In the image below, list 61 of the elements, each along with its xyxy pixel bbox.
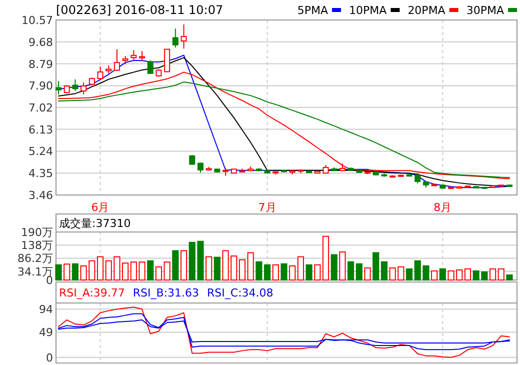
x-tick-label: 7月 [258, 201, 276, 214]
candlestick [56, 80, 62, 95]
y-tick-label: 9.68 [28, 36, 53, 49]
y-tick-label: 3.46 [28, 189, 53, 202]
y-tick-label: 7.02 [28, 101, 53, 114]
bar [172, 250, 179, 280]
bar [214, 256, 220, 280]
y-tick-label: 10.57 [22, 14, 53, 27]
x-tick-label: 6月 [91, 201, 110, 214]
candlestick [180, 24, 187, 50]
y-tick-label: 8.79 [28, 58, 53, 71]
candlestick [172, 28, 178, 48]
y-tick-label: 0 [46, 351, 53, 364]
y-tick-label: 190万 [21, 226, 53, 239]
line-series [58, 319, 510, 344]
y-tick-label: 49 [39, 326, 53, 340]
y-tick-label: 94 [39, 303, 53, 316]
candlestick [72, 78, 78, 92]
line-series [58, 306, 510, 358]
legend-label: 5PMA [297, 4, 328, 17]
legend-label: 20PMA [408, 4, 446, 17]
legend-label: 10PMA [349, 4, 388, 17]
legend-label: 30PMA [466, 4, 504, 17]
candlestick [80, 82, 87, 95]
candlestick [114, 48, 120, 72]
bar [147, 260, 154, 280]
y-tick-label: 138万 [21, 239, 53, 252]
candlestick [97, 66, 104, 80]
candlestick [130, 50, 137, 60]
chart-title: [002263] 2016-08-11 10:07 [56, 3, 224, 17]
bar [406, 268, 413, 280]
bar [506, 274, 513, 280]
y-tick-label: 5.24 [28, 145, 53, 158]
bar [439, 268, 446, 280]
bar [348, 261, 354, 280]
bar [330, 254, 338, 280]
chart-title: 成交量:37310 [59, 217, 131, 230]
candlestick [414, 172, 421, 184]
x-tick-label: 8月 [434, 201, 452, 214]
series-label: RSI_B:31.63 [132, 286, 200, 300]
bar [356, 263, 362, 280]
y-tick-label: 7.90 [28, 80, 53, 93]
y-tick-label: 6.13 [28, 123, 53, 136]
bar [55, 264, 62, 280]
candlestick [189, 154, 196, 166]
y-tick-label: 86.2万 [18, 252, 53, 266]
bar [372, 252, 380, 280]
bar [72, 263, 79, 280]
candlestick [139, 50, 146, 62]
y-tick-label: 4.35 [28, 167, 53, 180]
bar [306, 264, 312, 280]
line-series [58, 313, 510, 350]
text: RSI_C:34.08 [207, 286, 274, 300]
series-label: RSI_A:39.77 [59, 286, 125, 300]
candlestick [164, 48, 170, 73]
bar [256, 261, 262, 280]
bar [280, 263, 288, 280]
bar [380, 261, 388, 280]
candlestick [147, 60, 154, 74]
candlestick [197, 162, 204, 174]
bar [264, 264, 271, 280]
